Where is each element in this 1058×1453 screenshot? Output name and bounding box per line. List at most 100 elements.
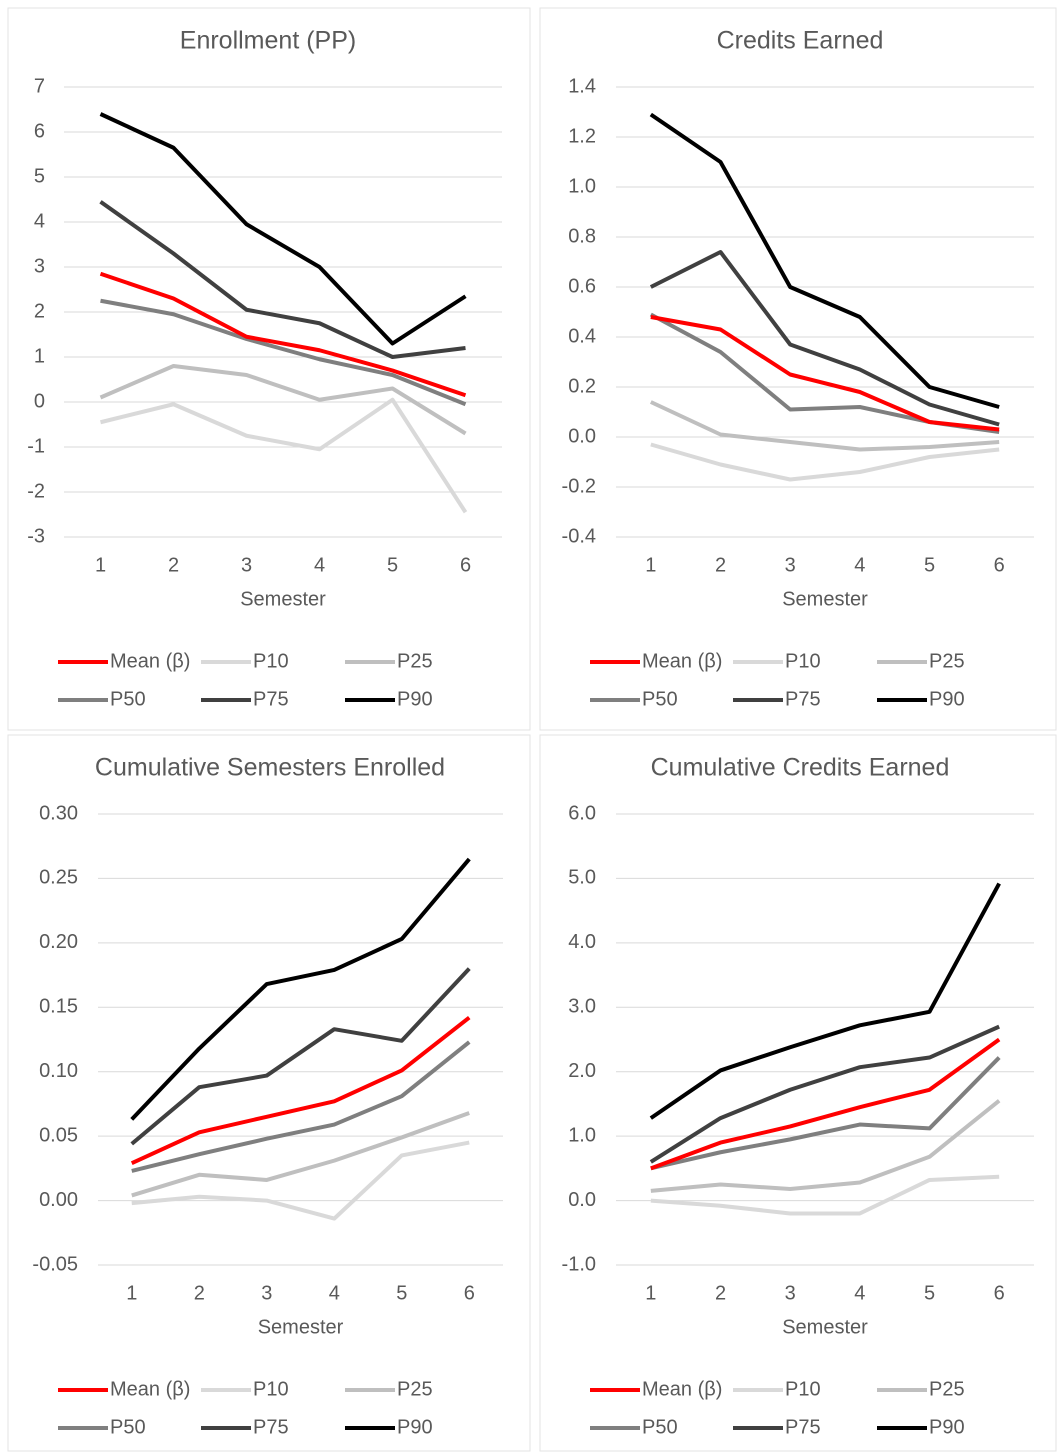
- y-tick-label: -0.2: [562, 475, 596, 497]
- panel-border: [539, 7, 1057, 731]
- y-tick-label: 0.15: [39, 996, 78, 1018]
- series-line: [130, 967, 471, 1146]
- y-tick-label: 0.25: [39, 867, 78, 889]
- series-line: [130, 857, 471, 1121]
- series-line: [649, 112, 1000, 409]
- x-tick-label: 1: [126, 1282, 137, 1304]
- series-line: [131, 1040, 471, 1173]
- series-line: [650, 1056, 1001, 1171]
- y-tick-label: 6: [34, 120, 45, 142]
- legend-label: P50: [642, 1416, 678, 1438]
- legend-label: P75: [785, 688, 821, 710]
- legend-label: Mean (β): [110, 650, 190, 672]
- legend-label: P25: [397, 1378, 433, 1400]
- x-tick-label: 5: [396, 1282, 407, 1304]
- legend-label: P10: [253, 1378, 289, 1400]
- legend-label: Mean (β): [642, 650, 722, 672]
- legend-label: Mean (β): [642, 1378, 722, 1400]
- y-tick-label: 2.0: [568, 1060, 596, 1082]
- x-tick-label: 2: [715, 554, 726, 576]
- series-line: [100, 397, 468, 514]
- series-line: [649, 882, 1001, 1120]
- x-tick-label: 2: [168, 554, 179, 576]
- x-tick-label: 4: [854, 554, 865, 576]
- y-tick-label: 5: [34, 165, 45, 187]
- series-line: [131, 1111, 470, 1198]
- series-line: [649, 400, 1000, 452]
- panel-border: [7, 734, 531, 1452]
- x-tick-label: 2: [194, 1282, 205, 1304]
- panel-border: [539, 734, 1057, 1452]
- y-tick-label: 0.0: [568, 425, 596, 447]
- x-tick-label: 6: [460, 554, 471, 576]
- x-tick-label: 3: [785, 554, 796, 576]
- series-line: [649, 1024, 1000, 1164]
- y-tick-label: 4.0: [568, 931, 596, 953]
- y-tick-label: 4: [34, 210, 45, 232]
- y-tick-label: 0.2: [568, 375, 596, 397]
- legend-label: P50: [110, 688, 146, 710]
- series-line: [130, 1016, 471, 1166]
- y-tick-label: 0: [34, 390, 45, 412]
- series-line: [99, 112, 467, 346]
- chart-title: Enrollment (PP): [180, 27, 356, 55]
- legend-label: P90: [397, 688, 433, 710]
- x-tick-label: 5: [924, 554, 935, 576]
- legend-label: Mean (β): [110, 1378, 190, 1400]
- legend-label: P25: [929, 650, 965, 672]
- y-tick-label: -1.0: [562, 1253, 596, 1275]
- y-tick-label: 0.8: [568, 225, 596, 247]
- y-tick-label: -3: [27, 525, 45, 547]
- x-tick-label: 6: [464, 1282, 475, 1304]
- legend-label: P50: [642, 688, 678, 710]
- legend-label: P25: [929, 1378, 965, 1400]
- y-tick-label: 2: [34, 300, 45, 322]
- y-tick-label: 1.4: [568, 75, 596, 97]
- legend-label: P25: [397, 650, 433, 672]
- y-tick-label: 0.10: [39, 1060, 78, 1082]
- x-axis-label: Semester: [240, 588, 326, 610]
- series-line: [649, 312, 1000, 434]
- series-line: [100, 298, 467, 407]
- chart-title: Credits Earned: [717, 27, 884, 55]
- y-tick-label: -1: [27, 435, 45, 457]
- y-tick-label: 5.0: [568, 867, 596, 889]
- y-tick-label: 3: [34, 255, 45, 277]
- legend-label: P90: [929, 688, 965, 710]
- x-tick-label: 2: [715, 1282, 726, 1304]
- x-tick-label: 4: [854, 1282, 865, 1304]
- series-line: [99, 200, 466, 359]
- x-tick-label: 5: [924, 1282, 935, 1304]
- y-tick-label: -0.4: [562, 525, 596, 547]
- y-tick-label: -2: [27, 480, 45, 502]
- y-tick-label: 6.0: [568, 802, 596, 824]
- series-line: [650, 442, 1000, 482]
- x-tick-label: 4: [314, 554, 325, 576]
- legend-label: P10: [253, 650, 289, 672]
- y-tick-label: 3.0: [568, 996, 596, 1018]
- x-tick-label: 1: [95, 554, 106, 576]
- x-axis-label: Semester: [782, 588, 868, 610]
- y-tick-label: 1: [34, 345, 45, 367]
- legend-label: P75: [785, 1416, 821, 1438]
- series-line: [650, 1037, 1001, 1171]
- x-tick-label: 4: [329, 1282, 340, 1304]
- x-tick-label: 6: [994, 554, 1005, 576]
- y-tick-label: -0.05: [32, 1253, 78, 1275]
- x-tick-label: 3: [261, 1282, 272, 1304]
- y-tick-label: 0.0: [568, 1189, 596, 1211]
- legend-label: P75: [253, 1416, 289, 1438]
- x-tick-label: 3: [785, 1282, 796, 1304]
- x-tick-label: 3: [241, 554, 252, 576]
- y-tick-label: 1.0: [568, 1124, 596, 1146]
- y-tick-label: 1.0: [568, 175, 596, 197]
- y-tick-label: 7: [34, 75, 45, 97]
- legend-label: P90: [929, 1416, 965, 1438]
- panel-border: [7, 7, 531, 731]
- y-tick-label: 0.6: [568, 275, 596, 297]
- series-line: [650, 1174, 1000, 1216]
- x-tick-label: 1: [645, 1282, 656, 1304]
- x-tick-label: 6: [994, 1282, 1005, 1304]
- series-line: [650, 315, 1000, 432]
